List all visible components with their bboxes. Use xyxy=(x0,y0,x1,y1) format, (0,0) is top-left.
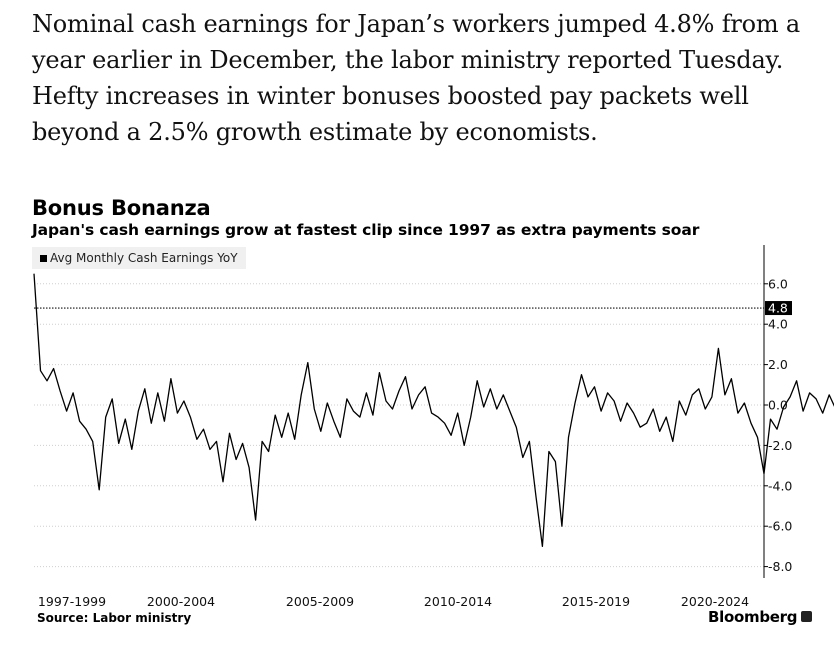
series-line xyxy=(33,273,834,548)
reference-label: 4.8 xyxy=(768,301,788,316)
brand-name: Bloomberg xyxy=(708,608,798,626)
reference-label-box xyxy=(765,301,792,316)
source-note: Source: Labor ministry xyxy=(37,611,192,625)
chart-title: Bonus Bonanza xyxy=(32,196,211,220)
x-tick-label: 2010-2014 xyxy=(424,594,492,609)
x-tick-label: 1997-1999 xyxy=(38,594,106,609)
legend-swatch xyxy=(40,255,47,262)
chart-legend: Avg Monthly Cash Earnings YoY xyxy=(32,247,246,269)
y-tick-label: 4.0 xyxy=(768,317,788,332)
x-tick-label: 2015-2019 xyxy=(562,594,630,609)
y-tick-label: 6.0 xyxy=(768,276,788,291)
y-tick-label: -6.0 xyxy=(768,519,792,534)
y-tick-label: -4.0 xyxy=(768,478,792,493)
bloomberg-logo-icon xyxy=(801,611,813,622)
article-paragraph: Nominal cash earnings for Japan’s worker… xyxy=(32,10,801,146)
chart-subtitle: Japan's cash earnings grow at fastest cl… xyxy=(32,221,700,239)
brand-logo: Bloomberg xyxy=(708,608,813,626)
y-tick-label: -8.0 xyxy=(768,559,792,574)
y-tick-label: -2.0 xyxy=(768,438,792,453)
legend-label: Avg Monthly Cash Earnings YoY xyxy=(50,251,238,265)
x-tick-label: 2000-2004 xyxy=(147,594,215,609)
y-tick-label: 2.0 xyxy=(768,357,788,372)
x-tick-label: 2020-2024 xyxy=(681,594,749,609)
x-tick-label: 2005-2009 xyxy=(286,594,354,609)
